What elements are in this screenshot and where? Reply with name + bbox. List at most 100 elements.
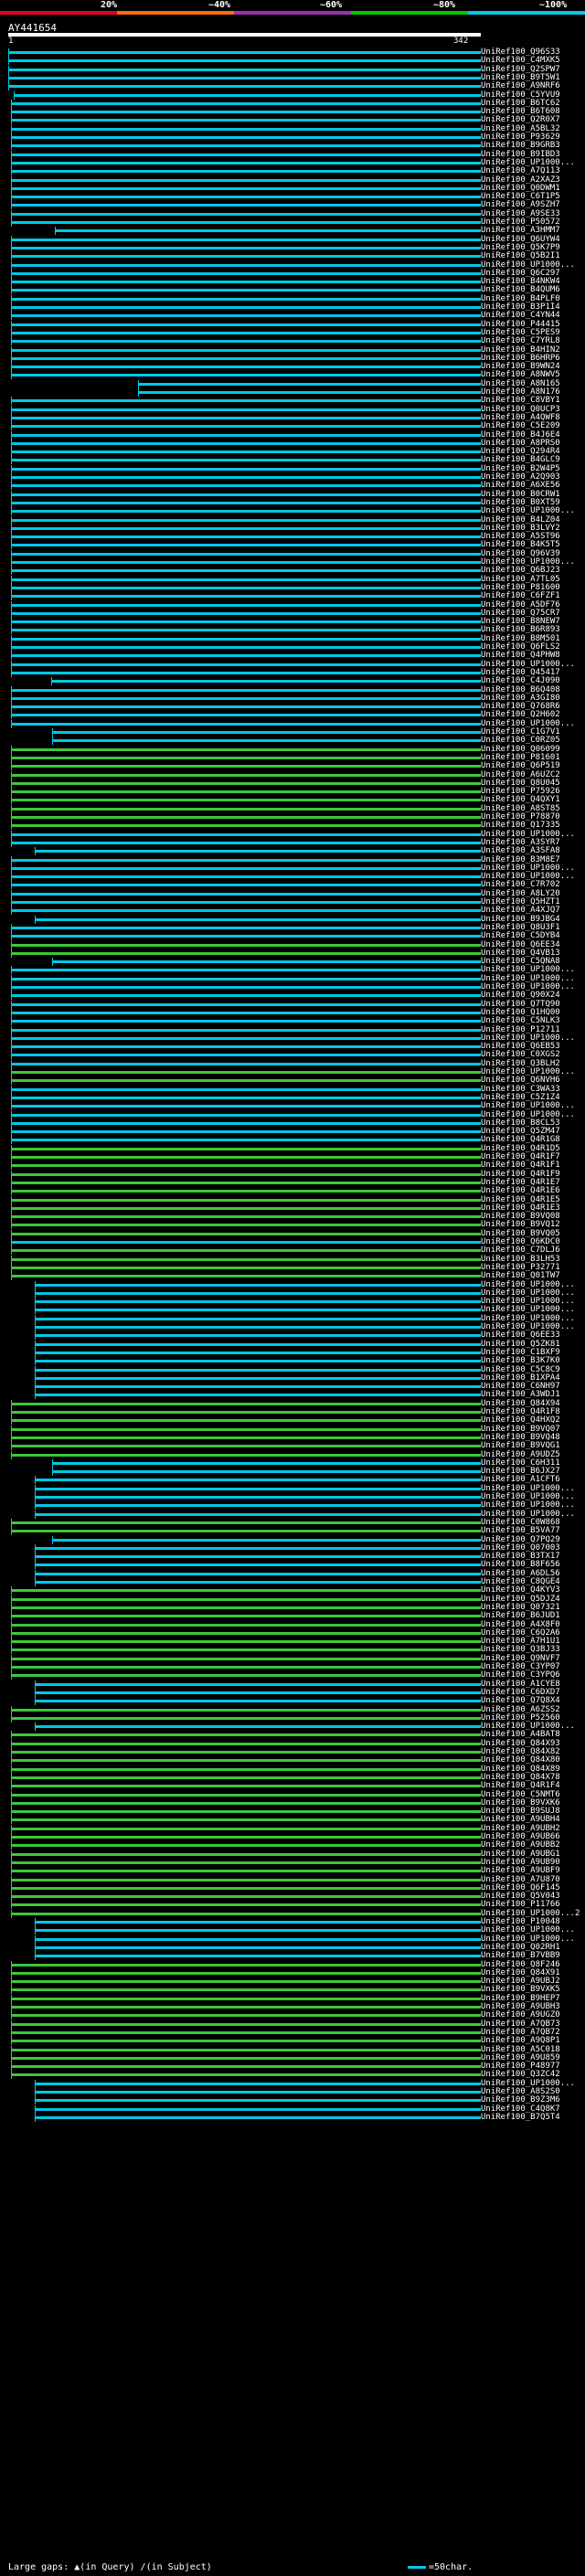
hit-row[interactable]: UniRef100_Q6EE34 xyxy=(0,940,585,949)
hit-row[interactable]: UniRef100_P52560 xyxy=(0,1713,585,1723)
hit-label[interactable]: UniRef100_Q3BLH2 xyxy=(481,1058,560,1068)
hit-alignment-bar[interactable] xyxy=(11,1198,481,1202)
hit-row[interactable]: UniRef100_Q6P519 xyxy=(0,761,585,771)
hit-alignment-bar[interactable] xyxy=(11,476,481,479)
hit-label[interactable]: UniRef100_A9SE33 xyxy=(481,208,560,218)
hit-row[interactable]: UniRef100_Q4R1F4 xyxy=(0,1781,585,1791)
hit-row[interactable]: UniRef100_B9WN24 xyxy=(0,362,585,372)
hit-label[interactable]: UniRef100_Q07321 xyxy=(481,1602,560,1612)
hit-label[interactable]: UniRef100_Q96S33 xyxy=(481,48,560,57)
hit-row[interactable]: UniRef100_Q5V043 xyxy=(0,1892,585,1902)
hit-alignment-bar[interactable] xyxy=(11,314,481,318)
hit-alignment-bar[interactable] xyxy=(11,1716,481,1720)
hit-label[interactable]: UniRef100_Q0UCP3 xyxy=(481,404,560,414)
hit-row[interactable]: UniRef100_A9UB90 xyxy=(0,1858,585,1867)
hit-alignment-bar[interactable] xyxy=(11,1232,481,1235)
hit-label[interactable]: UniRef100_A9UGZ0 xyxy=(481,2010,560,2020)
hit-label[interactable]: UniRef100_C7YRL8 xyxy=(481,336,560,346)
hit-row[interactable]: UniRef100_B9VQ12 xyxy=(0,1220,585,1230)
hit-row[interactable]: UniRef100_UP1000... xyxy=(0,1110,585,1119)
hit-row[interactable]: UniRef100_B3K7K0 xyxy=(0,1356,585,1366)
hit-alignment-bar[interactable] xyxy=(11,943,481,947)
hit-alignment-bar[interactable] xyxy=(11,1445,481,1448)
hit-alignment-bar[interactable] xyxy=(11,1648,481,1652)
hit-label[interactable]: UniRef100_C6FZF1 xyxy=(481,591,560,601)
hit-row[interactable]: UniRef100_B9GRB3 xyxy=(0,141,585,151)
hit-alignment-bar[interactable] xyxy=(11,1971,481,1975)
hit-row[interactable]: UniRef100_Q6EE33 xyxy=(0,1330,585,1341)
hit-label[interactable]: UniRef100_Q8F246 xyxy=(481,1959,560,1969)
hit-label[interactable]: UniRef100_Q4VB13 xyxy=(481,948,560,958)
hit-row[interactable]: UniRef100_A6XE56 xyxy=(0,481,585,491)
hit-alignment-bar[interactable] xyxy=(34,1700,481,1703)
hit-label[interactable]: UniRef100_A1CFT6 xyxy=(481,1475,560,1485)
hit-label[interactable]: UniRef100_Q84X82 xyxy=(481,1747,560,1756)
hit-label[interactable]: UniRef100_UP1000... xyxy=(481,1279,575,1289)
hit-label[interactable]: UniRef100_A7H1U1 xyxy=(481,1637,560,1647)
hit-row[interactable]: UniRef100_UP1000... xyxy=(0,1279,585,1289)
hit-row[interactable]: UniRef100_Q4KYV3 xyxy=(0,1585,585,1595)
hit-row[interactable]: UniRef100_B9T5W1 xyxy=(0,73,585,82)
hit-label[interactable]: UniRef100_Q2SPW7 xyxy=(481,64,560,74)
hit-alignment-bar[interactable] xyxy=(34,1309,481,1312)
hit-label[interactable]: UniRef100_C8VBY1 xyxy=(481,396,560,406)
hit-label[interactable]: UniRef100_B3TX17 xyxy=(481,1552,560,1562)
hit-row[interactable]: UniRef100_Q4HXQ2 xyxy=(0,1415,585,1426)
hit-label[interactable]: UniRef100_A8LY20 xyxy=(481,888,560,898)
hit-row[interactable]: UniRef100_C0W868 xyxy=(0,1518,585,1527)
hit-label[interactable]: UniRef100_P44415 xyxy=(481,319,560,329)
hit-label[interactable]: UniRef100_A8PRS0 xyxy=(481,438,560,448)
hit-row[interactable]: UniRef100_A8LY20 xyxy=(0,888,585,898)
hit-label[interactable]: UniRef100_UP1000... xyxy=(481,1509,575,1519)
hit-label[interactable]: UniRef100_Q6BJ23 xyxy=(481,566,560,576)
hit-label[interactable]: UniRef100_B4LZ04 xyxy=(481,514,560,525)
hit-row[interactable]: UniRef100_C4J090 xyxy=(0,676,585,686)
hit-label[interactable]: UniRef100_B6T608 xyxy=(481,107,560,117)
hit-row[interactable]: UniRef100_A9UGZ0 xyxy=(0,2010,585,2020)
hit-row[interactable]: UniRef100_UP1000... xyxy=(0,1484,585,1493)
hit-row[interactable]: UniRef100_UP1000... xyxy=(0,1101,585,1111)
hit-alignment-bar[interactable] xyxy=(11,433,481,437)
hit-alignment-bar[interactable] xyxy=(11,824,481,828)
hit-alignment-bar[interactable] xyxy=(11,1742,481,1745)
hit-alignment-bar[interactable] xyxy=(11,1870,481,1873)
hit-alignment-bar[interactable] xyxy=(11,1105,481,1108)
hit-alignment-bar[interactable] xyxy=(11,535,481,539)
hit-row[interactable]: UniRef100_A9SZH7 xyxy=(0,200,585,210)
hit-row[interactable]: UniRef100_Q5HZT1 xyxy=(0,897,585,906)
hit-alignment-bar[interactable] xyxy=(11,1054,481,1057)
hit-alignment-bar[interactable] xyxy=(14,93,481,97)
hit-row[interactable]: UniRef100_B8CL53 xyxy=(0,1118,585,1128)
hit-label[interactable]: UniRef100_B4J6E4 xyxy=(481,429,560,440)
hit-alignment-bar[interactable] xyxy=(138,391,481,394)
hit-row[interactable]: UniRef100_A9SE33 xyxy=(0,208,585,218)
hit-label[interactable]: UniRef100_A3HMM7 xyxy=(481,226,560,236)
hit-label[interactable]: UniRef100_B9VQ08 xyxy=(481,1212,560,1222)
hit-alignment-bar[interactable] xyxy=(11,714,481,717)
hit-row[interactable]: UniRef100_Q84X89 xyxy=(0,1765,585,1774)
hit-alignment-bar[interactable] xyxy=(11,1113,481,1117)
hit-alignment-bar[interactable] xyxy=(11,986,481,989)
hit-alignment-bar[interactable] xyxy=(11,544,481,547)
hit-alignment-bar[interactable] xyxy=(11,127,481,131)
hit-row[interactable]: UniRef100_Q96V39 xyxy=(0,549,585,558)
hit-label[interactable]: UniRef100_Q17335 xyxy=(481,821,560,831)
hit-label[interactable]: UniRef100_A8N165 xyxy=(481,378,560,388)
hit-label[interactable]: UniRef100_Q6EB53 xyxy=(481,1042,560,1052)
hit-label[interactable]: UniRef100_Q4R1E3 xyxy=(481,1203,560,1213)
hit-row[interactable]: UniRef100_Q4R1E5 xyxy=(0,1195,585,1204)
hit-alignment-bar[interactable] xyxy=(11,1674,481,1678)
hit-alignment-bar[interactable] xyxy=(11,2006,481,2009)
hit-label[interactable]: UniRef100_Q84X89 xyxy=(481,1764,560,1774)
hit-label[interactable]: UniRef100_A9UBG1 xyxy=(481,1849,560,1859)
hit-label[interactable]: UniRef100_B8CL53 xyxy=(481,1118,560,1128)
hit-alignment-bar[interactable] xyxy=(11,1615,481,1618)
hit-row[interactable]: UniRef100_UP1000... xyxy=(0,260,585,270)
hit-row[interactable]: UniRef100_UP1000... xyxy=(0,660,585,669)
hit-alignment-bar[interactable] xyxy=(11,1036,481,1040)
hit-alignment-bar[interactable] xyxy=(34,1921,481,1924)
hit-row[interactable]: UniRef100_C0XGS2 xyxy=(0,1050,585,1060)
hit-alignment-bar[interactable] xyxy=(34,1351,481,1354)
hit-row[interactable]: UniRef100_P50572 xyxy=(0,217,585,227)
hit-alignment-bar[interactable] xyxy=(11,884,481,887)
